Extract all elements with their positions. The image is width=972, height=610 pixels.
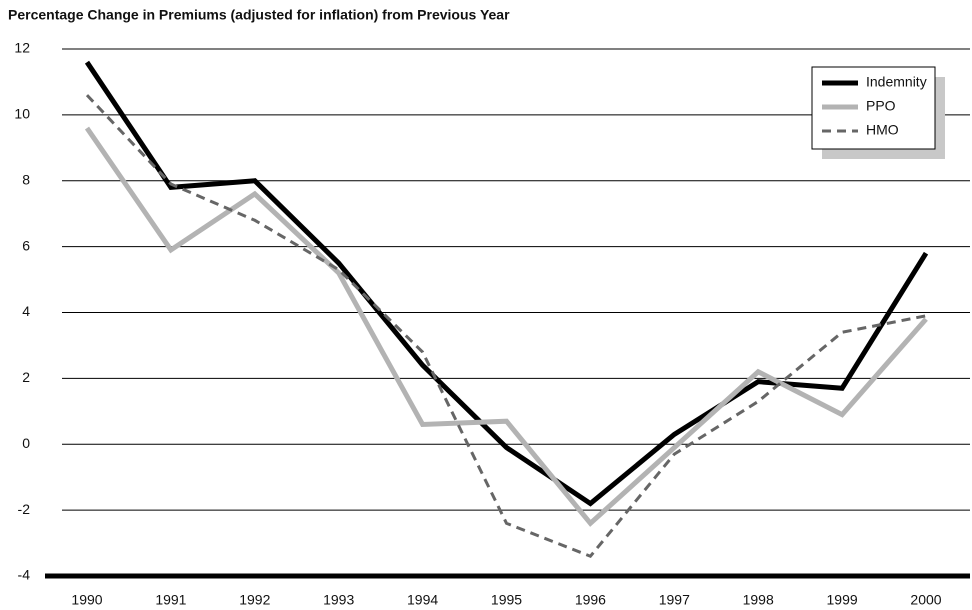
x-tick-label: 1993 (323, 592, 354, 608)
legend-label: PPO (866, 98, 896, 114)
x-tick-label: 1998 (743, 592, 774, 608)
y-tick-label: 10 (14, 106, 30, 122)
chart-title: Percentage Change in Premiums (adjusted … (8, 7, 510, 23)
y-tick-label: 8 (22, 171, 30, 187)
x-tick-label: 2000 (910, 592, 941, 608)
y-tick-label: -2 (18, 501, 31, 517)
legend-label: Indemnity (866, 74, 927, 90)
x-tick-label: 1995 (491, 592, 522, 608)
x-tick-label: 1999 (827, 592, 858, 608)
series-line (84, 126, 928, 527)
series-line (84, 60, 929, 507)
y-tick-label: 0 (22, 435, 30, 451)
x-tick-label: 1990 (71, 592, 102, 608)
y-tick-label: 2 (22, 369, 30, 385)
x-tick-label: 1997 (659, 592, 690, 608)
y-tick-label: 4 (22, 303, 30, 319)
series-line (85, 94, 927, 559)
y-tick-label: 6 (22, 237, 30, 253)
x-tick-label: 1996 (575, 592, 606, 608)
x-tick-label: 1991 (155, 592, 186, 608)
x-tick-label: 1992 (239, 592, 270, 608)
y-tick-label: -4 (18, 567, 31, 583)
legend-label: HMO (866, 122, 899, 138)
x-tick-label: 1994 (407, 592, 438, 608)
y-tick-label: 12 (14, 40, 30, 56)
